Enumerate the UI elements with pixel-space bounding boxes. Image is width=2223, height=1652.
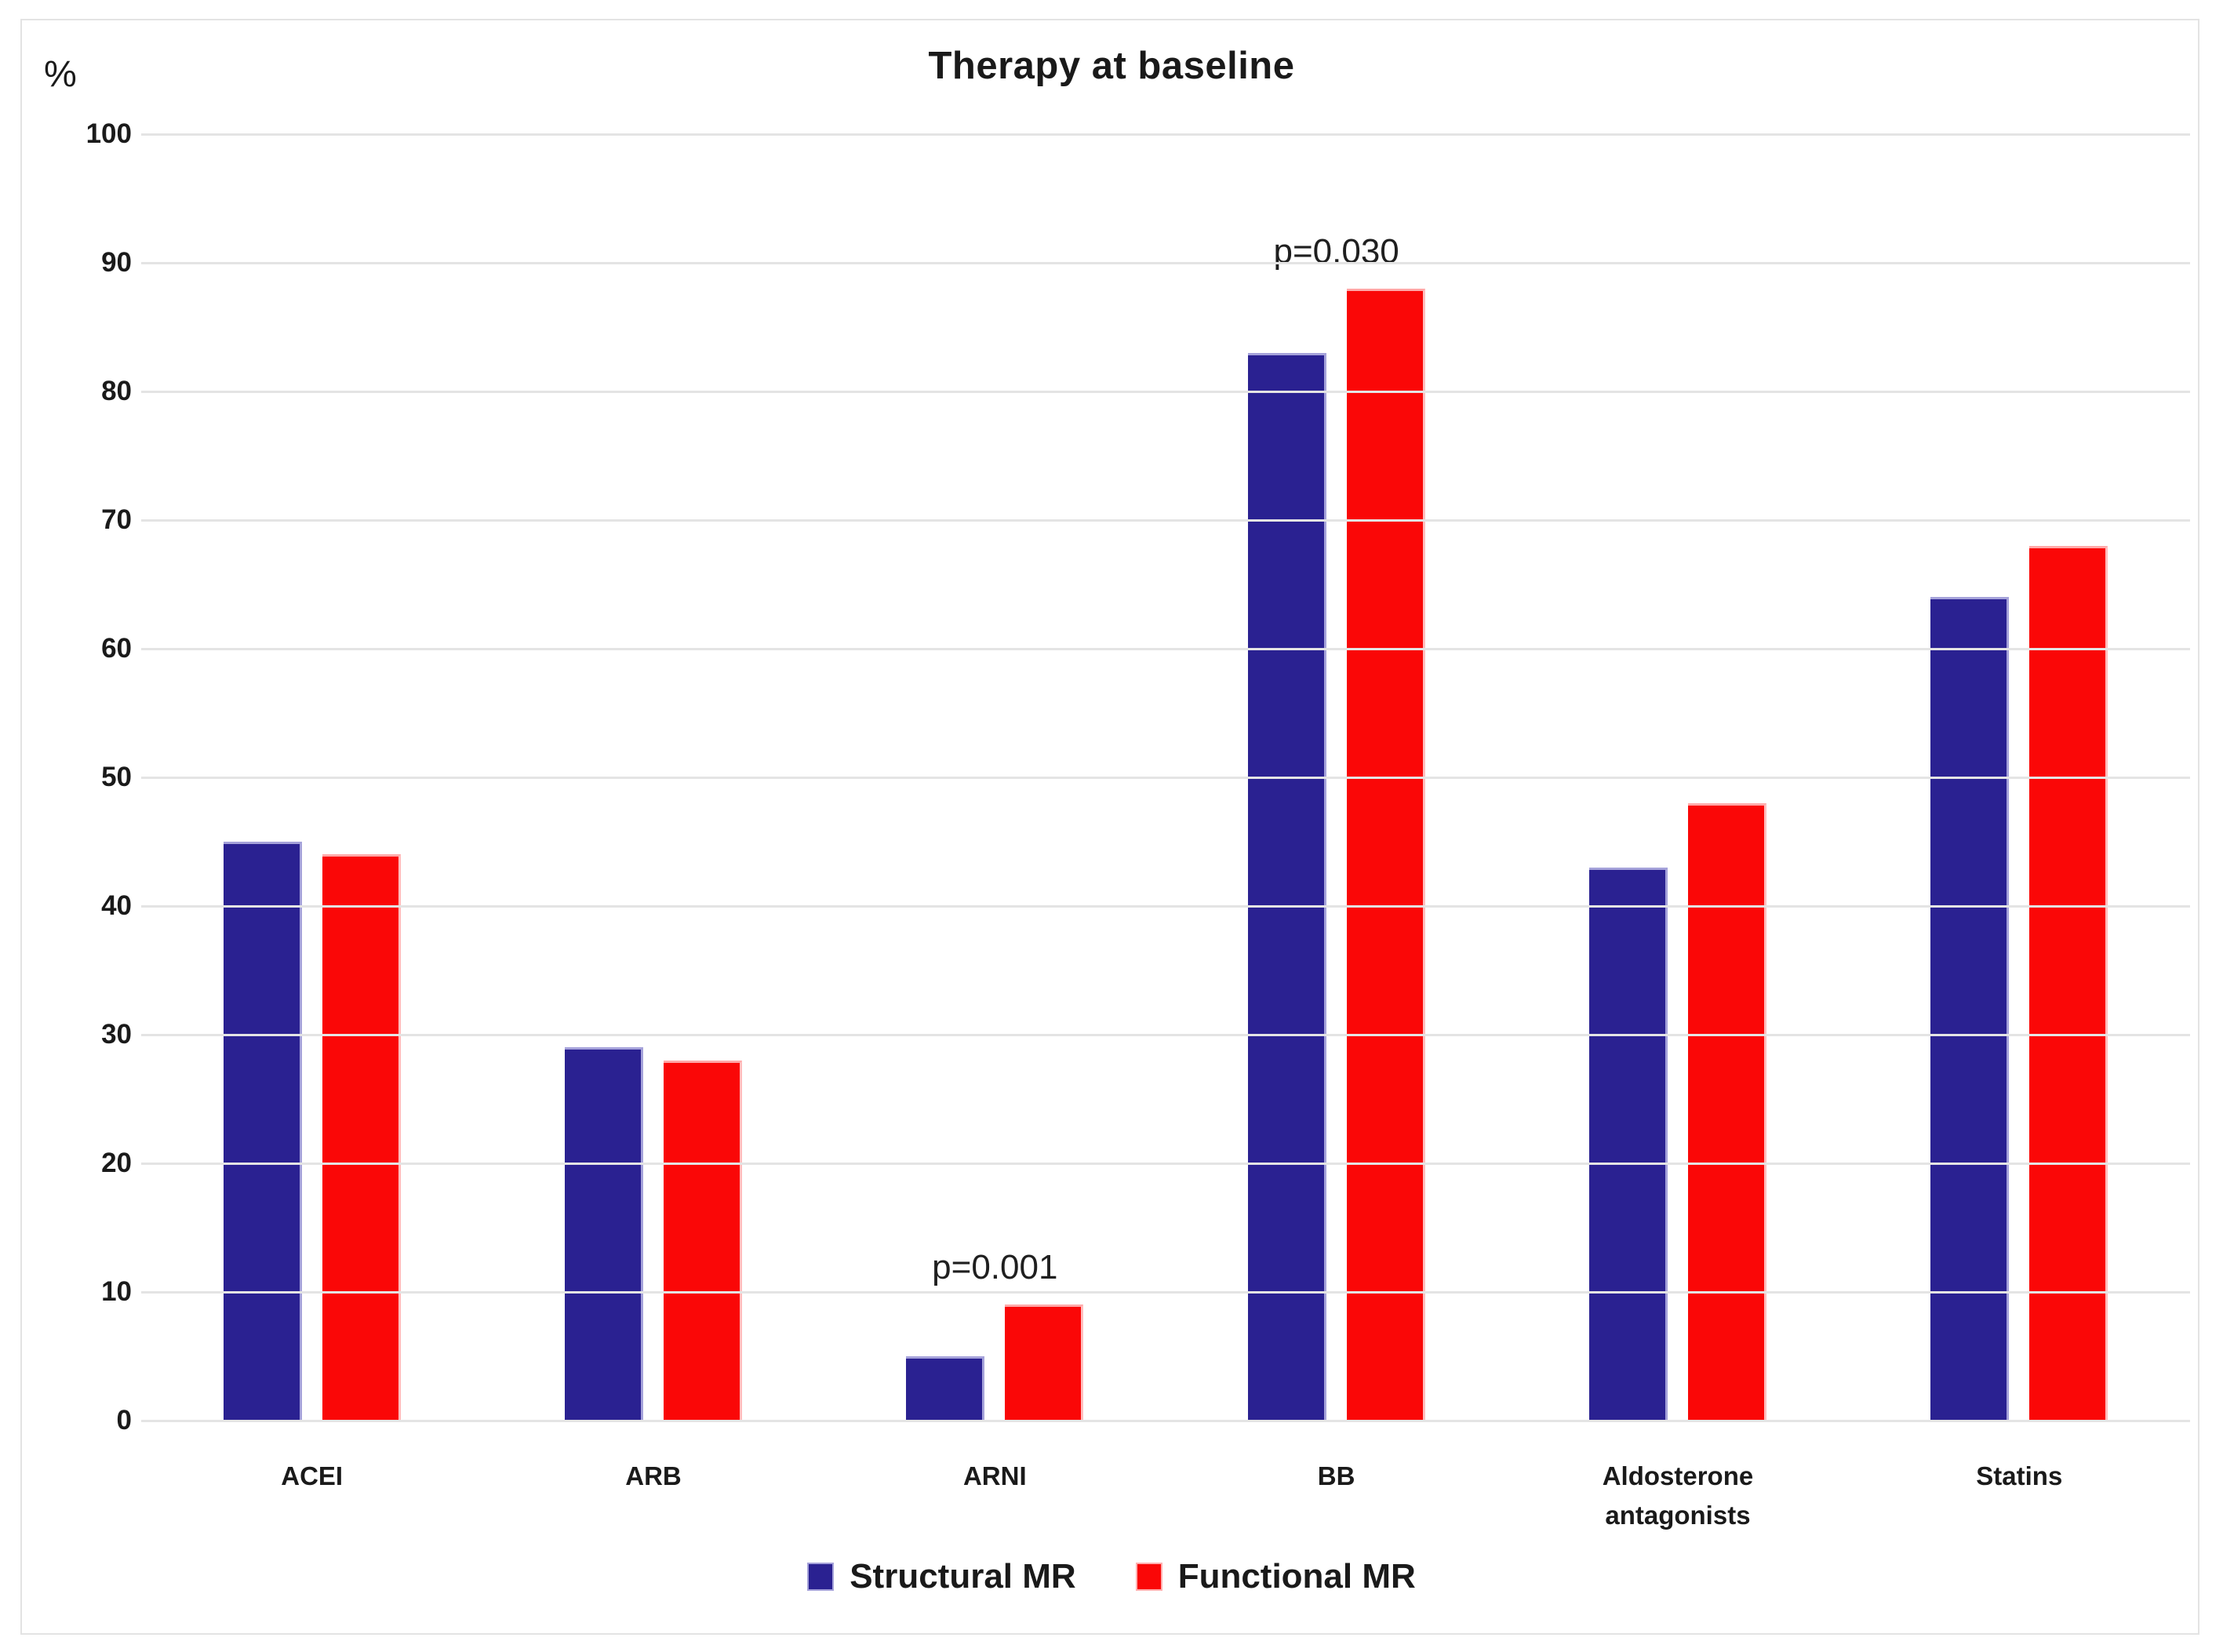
y-tick-label-10: 10 — [101, 1276, 132, 1307]
gridline-40 — [141, 905, 2190, 908]
legend-item-functional-mr: Functional MR — [1135, 1557, 1416, 1596]
gridline-0 — [141, 1420, 2190, 1422]
chart-frame — [20, 19, 2199, 1635]
category-label-aldosterone-antagonists: Aldosterone antagonists — [1602, 1461, 1754, 1530]
gridline-70 — [141, 519, 2190, 522]
y-tick-label-90: 90 — [101, 247, 132, 278]
bar-group-statins: Statins — [1849, 134, 2190, 1490]
y-axis-unit-label: % — [44, 53, 77, 94]
y-tick-label-50: 50 — [101, 762, 132, 792]
plot-area: ACEI ARB p=0.001 ARNI p=0.030 BB Aldosterone a… — [141, 133, 2190, 1530]
bar-functional-mr-arb — [663, 1060, 742, 1421]
bar-group-acei: ACEI — [141, 134, 482, 1490]
y-tick-label-70: 70 — [101, 504, 132, 535]
category-label-acei: ACEI — [281, 1461, 344, 1490]
bar-structural-mr-arb — [564, 1047, 643, 1421]
legend-item-structural-mr: Structural MR — [807, 1557, 1076, 1596]
category-label-statins: Statins — [1976, 1461, 2063, 1490]
category-label-arb: ARB — [625, 1461, 682, 1490]
gridline-60 — [141, 648, 2190, 650]
p-value-annotation-arni: p=0.001 — [932, 1248, 1058, 1287]
bar-functional-mr-acei — [322, 854, 401, 1421]
gridline-90 — [141, 262, 2190, 264]
legend-label-functional-mr: Functional MR — [1177, 1557, 1416, 1596]
bar-group-bb: p=0.030 BB — [1166, 134, 1507, 1490]
legend-swatch-icon-structural-mr — [807, 1563, 835, 1591]
bar-structural-mr-acei — [223, 842, 302, 1421]
y-tick-label-100: 100 — [86, 118, 132, 149]
bar-structural-mr-arni — [906, 1356, 985, 1421]
y-axis: 100 90 80 70 60 50 40 30 20 10 0 — [31, 118, 132, 1435]
bar-structural-mr-aldosterone-antagonists — [1588, 867, 1668, 1421]
bar-functional-mr-arni — [1005, 1304, 1084, 1421]
gridline-80 — [141, 391, 2190, 393]
y-tick-label-60: 60 — [101, 633, 132, 664]
y-tick-label-40: 40 — [101, 890, 132, 921]
legend: Structural MR Functional MR — [0, 1557, 2223, 1596]
gridline-10 — [141, 1291, 2190, 1294]
chart-title: Therapy at baseline — [928, 45, 1295, 87]
bar-group-arni: p=0.001 ARNI — [824, 134, 1166, 1490]
bar-functional-mr-bb — [1346, 288, 1425, 1421]
y-tick-label-0: 0 — [116, 1405, 132, 1435]
bar-groups: ACEI ARB p=0.001 ARNI p=0.030 BB Aldosterone a… — [141, 134, 2190, 1530]
bar-group-arb: ARB — [482, 134, 824, 1490]
p-value-annotation-bb: p=0.030 — [1273, 231, 1399, 271]
category-label-bb: BB — [1317, 1461, 1355, 1490]
category-label-arni: ARNI — [962, 1461, 1027, 1490]
bar-structural-mr-statins — [1930, 597, 2010, 1421]
bar-functional-mr-aldosterone-antagonists — [1687, 802, 1766, 1421]
gridline-30 — [141, 1034, 2190, 1036]
bar-structural-mr-bb — [1247, 352, 1326, 1421]
legend-label-structural-mr: Structural MR — [850, 1557, 1076, 1596]
y-tick-label-80: 80 — [101, 376, 132, 406]
gridline-100 — [141, 133, 2190, 136]
bar-functional-mr-statins — [2029, 545, 2108, 1421]
legend-swatch-icon-functional-mr — [1135, 1563, 1162, 1591]
y-tick-label-20: 20 — [101, 1148, 132, 1178]
gridline-20 — [141, 1163, 2190, 1165]
y-tick-label-30: 30 — [101, 1019, 132, 1050]
gridline-50 — [141, 777, 2190, 779]
